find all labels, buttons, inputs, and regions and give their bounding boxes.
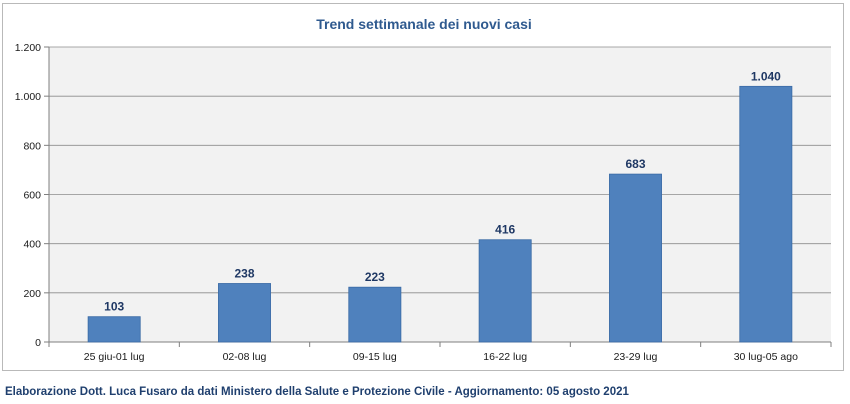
x-tick-label: 30 lug-05 ago bbox=[734, 351, 798, 363]
y-tick-label: 600 bbox=[23, 190, 41, 202]
gridlines bbox=[49, 46, 831, 294]
bar bbox=[478, 239, 532, 343]
data-label: 103 bbox=[104, 300, 124, 314]
axes bbox=[44, 46, 832, 347]
data-label: 1.040 bbox=[751, 69, 781, 83]
y-tick-label: 0 bbox=[35, 337, 41, 349]
y-tick-label: 1.200 bbox=[15, 42, 41, 54]
bar bbox=[87, 316, 141, 343]
x-tick-label: 25 giu-01 lug bbox=[84, 351, 145, 363]
bar bbox=[218, 283, 271, 343]
source-footer: Elaborazione Dott. Luca Fusaro da dati M… bbox=[5, 386, 629, 398]
y-tick-label: 200 bbox=[23, 288, 41, 300]
chart-frame: Trend settimanale dei nuovi casi 0 200 400… bbox=[2, 3, 844, 371]
labels: 0 200 400 600 800 1.000 1.200 25 giu-01 lug 103 0… bbox=[15, 42, 798, 363]
bars bbox=[87, 85, 793, 343]
bar-chart: Trend settimanale dei nuovi casi 0 200 400… bbox=[15, 16, 832, 363]
data-label: 683 bbox=[625, 157, 645, 171]
y-tick-label: 800 bbox=[23, 140, 41, 152]
data-label: 416 bbox=[495, 223, 515, 237]
x-tick-label: 16-22 lug bbox=[483, 351, 527, 363]
bar bbox=[739, 85, 793, 343]
x-tick-label: 02-08 lug bbox=[223, 351, 267, 363]
x-tick-label: 23-29 lug bbox=[614, 351, 658, 363]
data-label: 223 bbox=[365, 270, 385, 284]
bar bbox=[348, 286, 402, 343]
data-label: 238 bbox=[234, 266, 254, 280]
chart-title: Trend settimanale dei nuovi casi bbox=[316, 16, 532, 32]
x-tick-label: 09-15 lug bbox=[353, 351, 397, 363]
bar bbox=[609, 173, 662, 343]
y-tick-label: 1.000 bbox=[15, 91, 41, 103]
y-tick-label: 400 bbox=[23, 239, 41, 251]
